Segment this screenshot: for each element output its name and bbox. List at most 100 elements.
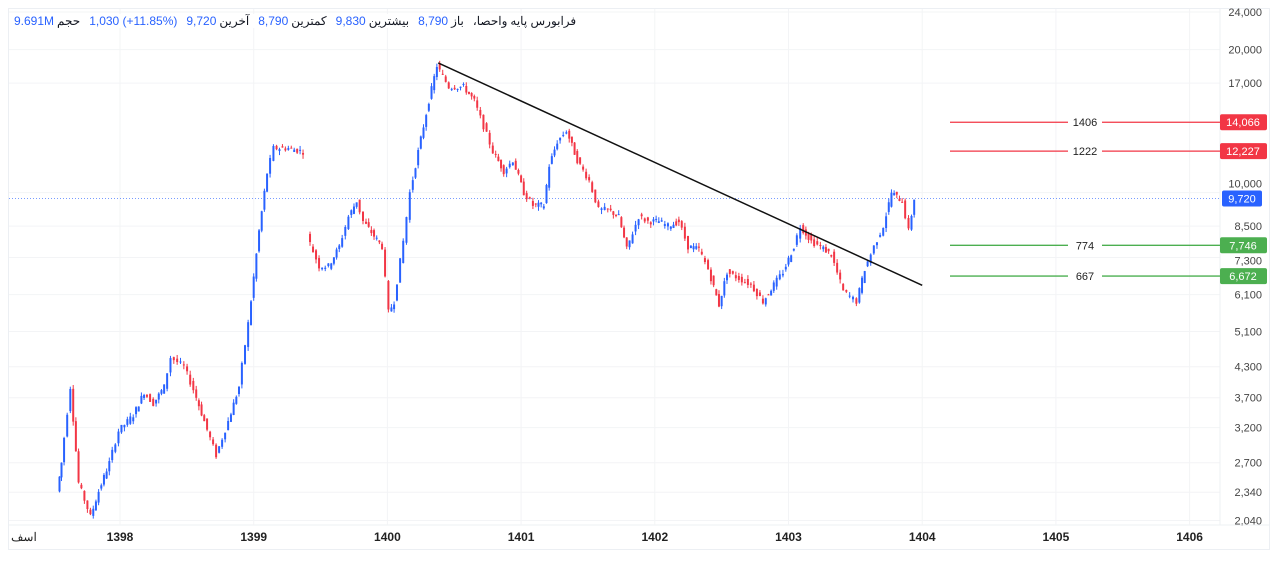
candle-body <box>482 114 485 130</box>
y-tick-label: 24,000 <box>1228 7 1262 19</box>
candle-body <box>176 358 179 363</box>
candle-body <box>299 149 302 151</box>
candle-body <box>620 217 623 228</box>
price-badge-text: 12,227 <box>1226 146 1260 158</box>
candle-body <box>218 446 221 453</box>
candle-body <box>361 211 364 222</box>
candle-body <box>473 96 476 99</box>
candle-body <box>179 361 182 363</box>
candle-body <box>250 301 253 325</box>
symbol-legend: فرابورس پایه واحصا، باز 8,790 بیشترین 9,… <box>14 14 577 28</box>
x-tick-label: 1406 <box>1176 530 1203 544</box>
candle-body <box>203 415 206 422</box>
candle-body <box>60 462 63 478</box>
candle-body <box>123 424 126 428</box>
candle-body <box>470 92 473 97</box>
candle-body <box>296 148 299 153</box>
candle-body <box>350 210 353 215</box>
candle-body <box>842 284 845 291</box>
candle-body <box>384 249 387 277</box>
candle-body <box>365 221 368 224</box>
candle-body <box>494 153 497 155</box>
candle-body <box>660 220 663 222</box>
candle-body <box>92 508 95 516</box>
candle-body <box>425 115 428 127</box>
level-label: 1406 <box>1073 117 1097 129</box>
candle-body <box>221 439 224 447</box>
candle-body <box>450 88 453 90</box>
candle-body <box>749 283 752 285</box>
candle-body <box>866 261 869 267</box>
candle-body <box>657 221 660 223</box>
candle-body <box>318 258 321 269</box>
candle-body <box>514 160 517 170</box>
candle-body <box>652 219 655 222</box>
candle-body <box>456 88 459 90</box>
candle-body <box>235 396 238 404</box>
y-tick-label: 2,040 <box>1234 516 1262 528</box>
candle-body <box>459 86 462 88</box>
candle-body <box>200 404 203 416</box>
x-tick-label: 1401 <box>508 530 535 544</box>
price-badge-text: 6,672 <box>1229 271 1257 283</box>
candle-body <box>534 203 537 205</box>
candle-body <box>209 431 212 438</box>
candle-body <box>408 192 411 220</box>
candle-body <box>531 201 534 206</box>
y-tick-label: 5,100 <box>1234 327 1262 339</box>
candle-body <box>108 461 111 472</box>
candle-body <box>720 295 723 307</box>
candle-body <box>869 254 872 264</box>
candle-body <box>117 431 120 444</box>
candle-body <box>497 156 500 162</box>
candle-body <box>114 444 117 452</box>
candle-body <box>215 444 218 458</box>
candle-body <box>405 217 408 243</box>
candle-body <box>321 267 324 270</box>
candle-body <box>879 235 882 237</box>
candle-body <box>813 239 816 247</box>
candle-body <box>244 345 247 364</box>
candle-body <box>910 215 913 230</box>
y-tick-label: 20,000 <box>1228 45 1262 57</box>
candle-body <box>352 206 355 214</box>
candle-body <box>520 175 523 183</box>
candle-body <box>444 76 447 82</box>
candle-body <box>781 273 784 276</box>
candle-body <box>269 157 272 174</box>
candle-body <box>522 181 525 196</box>
last-price-badge-text: 9,720 <box>1228 193 1256 205</box>
candle-body <box>848 295 851 297</box>
candle-body <box>465 85 468 93</box>
candle-body <box>500 159 503 169</box>
candle-body <box>182 364 185 366</box>
candle-body <box>160 390 163 394</box>
y-tick-label: 2,340 <box>1234 487 1262 499</box>
candle-body <box>692 246 695 250</box>
x-tick-label: 1402 <box>641 530 668 544</box>
candle-body <box>247 322 250 347</box>
candle-body <box>435 66 438 78</box>
candle-body <box>332 257 335 264</box>
candle-body <box>723 281 726 296</box>
candle-body <box>792 248 795 251</box>
candle-body <box>137 406 140 412</box>
level-label: 667 <box>1076 271 1094 283</box>
last-label: آخرین <box>219 14 250 28</box>
x-tick-label: 1404 <box>909 530 936 544</box>
candle-body <box>287 148 290 150</box>
candle-body <box>764 298 767 305</box>
candle-body <box>430 86 433 99</box>
y-tick-label: 2,700 <box>1234 458 1262 470</box>
candle-body <box>737 275 740 280</box>
candle-body <box>827 248 830 252</box>
x-tick-label: 1405 <box>1043 530 1070 544</box>
candle-body <box>677 219 680 223</box>
candle-body <box>135 407 138 415</box>
candle-body <box>712 275 715 286</box>
volume-label: حجم <box>57 14 81 28</box>
candle-body <box>562 134 565 136</box>
last-value: 9,720 <box>186 14 217 28</box>
y-tick-label: 8,500 <box>1234 221 1262 233</box>
